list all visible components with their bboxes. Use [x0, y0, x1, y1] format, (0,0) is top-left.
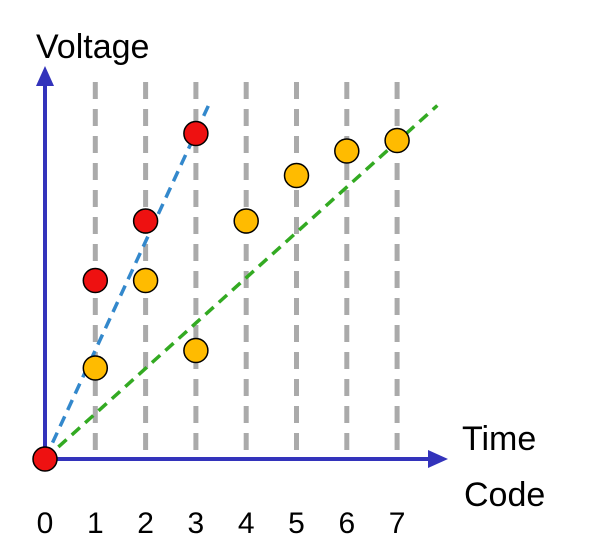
series-1-point-2	[82, 267, 109, 294]
series-1-point-1	[32, 446, 58, 472]
series-2-point-4	[233, 208, 259, 234]
x-tick-7: 7	[389, 507, 406, 540]
x-tick-0: 0	[37, 507, 54, 540]
gridlines	[92, 82, 400, 455]
x-tick-6: 6	[338, 507, 355, 540]
series-2-point-3	[183, 337, 209, 364]
x-tick-1: 1	[87, 507, 104, 540]
series-1-point-4	[183, 120, 209, 147]
axes	[36, 66, 448, 468]
series-2-point-6	[334, 138, 360, 164]
series-2-point-2	[132, 267, 159, 294]
series-2-point-5	[283, 162, 310, 189]
x-axis-title-line-2: Code	[464, 476, 545, 514]
trend-line-2	[43, 104, 439, 461]
series-2-point-1	[82, 355, 109, 381]
x-axis-title-line-1: Time	[462, 420, 536, 458]
series-1-point-3	[132, 208, 159, 234]
series-2-point-7	[384, 127, 410, 154]
x-tick-3: 3	[188, 507, 205, 540]
data-points	[32, 120, 410, 472]
x-tick-2: 2	[137, 507, 154, 540]
x-axis-arrowhead	[428, 450, 448, 468]
x-tick-4: 4	[238, 507, 255, 540]
x-tick-5: 5	[288, 507, 305, 540]
trend-lines	[43, 104, 439, 461]
trend-line-1	[43, 104, 211, 460]
y-axis-title: Voltage	[36, 28, 149, 66]
y-axis-arrowhead	[36, 66, 54, 86]
